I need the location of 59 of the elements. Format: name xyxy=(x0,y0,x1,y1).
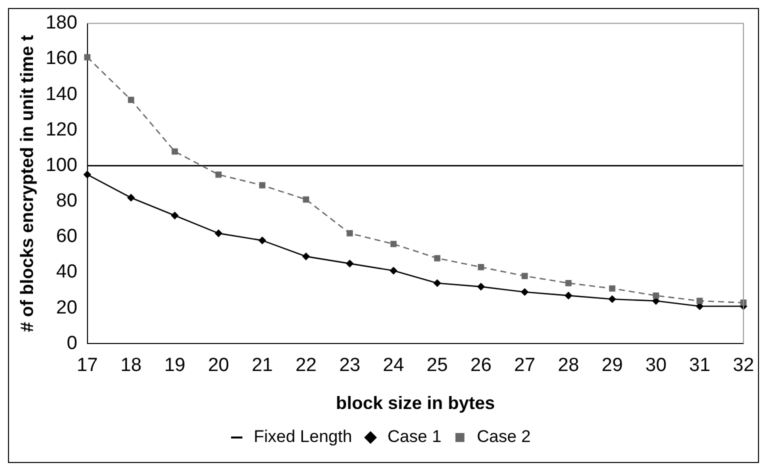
x-tick-label: 21 xyxy=(252,355,273,376)
point xyxy=(215,171,222,178)
x-tick-label: 22 xyxy=(295,355,317,376)
point xyxy=(477,283,485,290)
point xyxy=(696,298,703,304)
x-tick-label: 23 xyxy=(339,355,360,376)
legend-label: Case 1 xyxy=(388,427,442,446)
y-tick-label: 0 xyxy=(66,332,78,354)
point xyxy=(171,212,178,220)
x-tick-label: 18 xyxy=(120,355,142,376)
point xyxy=(346,230,353,236)
point xyxy=(565,280,572,286)
point xyxy=(434,255,440,262)
point xyxy=(172,148,178,155)
x-tick-label: 17 xyxy=(76,355,98,376)
point xyxy=(346,260,354,268)
y-tick-label: 40 xyxy=(56,262,78,283)
point xyxy=(608,295,616,303)
point xyxy=(84,170,91,178)
y-tick-label: 80 xyxy=(56,190,78,212)
point xyxy=(127,194,135,202)
y-axis-title: # of blocks encrypted in unit time t xyxy=(16,34,37,332)
x-tick-label: 31 xyxy=(689,355,710,376)
point xyxy=(564,292,572,300)
point xyxy=(259,182,266,188)
x-tick-label: 20 xyxy=(208,355,230,376)
point xyxy=(609,285,616,292)
point xyxy=(258,236,266,244)
point xyxy=(302,252,310,260)
x-tick-label: 27 xyxy=(514,355,536,376)
y-tick-label: 160 xyxy=(46,48,78,70)
point xyxy=(128,96,134,104)
point xyxy=(390,267,398,274)
x-tick-label: 28 xyxy=(558,355,580,376)
y-tick-label: 100 xyxy=(46,154,78,176)
x-tick-label: 29 xyxy=(602,355,623,376)
x-tick-label: 26 xyxy=(470,355,492,376)
x-axis-title: block size in bytes xyxy=(336,393,495,414)
legend-label: Case 2 xyxy=(476,427,531,446)
point xyxy=(434,279,441,287)
point xyxy=(302,196,310,203)
point xyxy=(478,264,484,270)
x-tick-label: 19 xyxy=(164,355,186,376)
legend-label: Fixed Length xyxy=(254,427,352,446)
y-tick-label: 140 xyxy=(46,84,78,105)
y-tick-label: 60 xyxy=(56,226,78,248)
point xyxy=(521,288,528,296)
x-tick-label: 25 xyxy=(426,355,448,376)
y-tick-label: 180 xyxy=(46,12,78,34)
x-tick-label: 30 xyxy=(645,355,667,376)
point xyxy=(214,230,222,237)
point xyxy=(652,292,660,299)
y-tick-label: 20 xyxy=(56,297,78,318)
x-tick-label: 32 xyxy=(732,355,754,376)
x-tick-label: 24 xyxy=(382,355,404,376)
point xyxy=(390,240,397,248)
y-tick-label: 120 xyxy=(46,119,78,140)
point xyxy=(522,272,528,280)
point xyxy=(84,54,90,60)
